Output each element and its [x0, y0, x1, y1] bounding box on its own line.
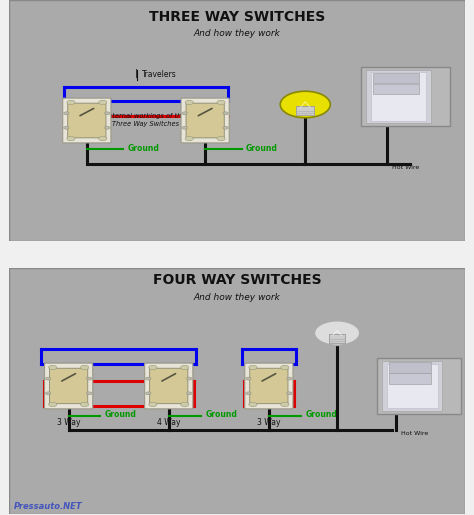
- Circle shape: [99, 100, 107, 105]
- Circle shape: [64, 112, 69, 115]
- Circle shape: [67, 136, 75, 141]
- Circle shape: [314, 321, 360, 346]
- Circle shape: [99, 136, 107, 141]
- FancyBboxPatch shape: [9, 268, 465, 514]
- FancyBboxPatch shape: [181, 98, 229, 143]
- Text: And how they work: And how they work: [193, 29, 281, 38]
- Text: Ground: Ground: [205, 410, 237, 419]
- Circle shape: [287, 377, 292, 380]
- Circle shape: [217, 100, 225, 105]
- Circle shape: [281, 402, 289, 407]
- Text: Internal workings of the: Internal workings of the: [106, 113, 186, 119]
- Circle shape: [181, 365, 189, 370]
- Circle shape: [281, 365, 289, 370]
- Text: Neutral Wire: Neutral Wire: [401, 401, 440, 406]
- Circle shape: [185, 136, 193, 141]
- FancyBboxPatch shape: [186, 103, 224, 138]
- Text: Ground: Ground: [305, 410, 337, 419]
- Circle shape: [246, 377, 251, 380]
- Circle shape: [64, 126, 69, 129]
- FancyBboxPatch shape: [382, 361, 442, 411]
- Text: Three Way Switches: Three Way Switches: [112, 121, 180, 127]
- Circle shape: [46, 377, 51, 380]
- Text: Ground: Ground: [246, 144, 278, 153]
- Text: And how they work: And how they work: [193, 293, 281, 302]
- Circle shape: [182, 112, 187, 115]
- Circle shape: [86, 392, 92, 395]
- Circle shape: [49, 365, 57, 370]
- Text: THREE WAY SWITCHES: THREE WAY SWITCHES: [149, 10, 325, 24]
- FancyBboxPatch shape: [371, 72, 426, 121]
- Text: Travelers: Travelers: [142, 70, 177, 79]
- Text: Neutral Wire: Neutral Wire: [392, 113, 431, 118]
- Text: |: |: [136, 69, 138, 78]
- Circle shape: [81, 365, 89, 370]
- FancyBboxPatch shape: [387, 364, 438, 408]
- Text: 3 Way: 3 Way: [257, 418, 281, 427]
- FancyBboxPatch shape: [68, 103, 106, 138]
- Circle shape: [105, 112, 110, 115]
- Circle shape: [46, 392, 51, 395]
- Text: Hot Wire: Hot Wire: [401, 432, 428, 437]
- FancyBboxPatch shape: [389, 363, 431, 373]
- Circle shape: [246, 392, 251, 395]
- Text: Ground: Ground: [105, 410, 137, 419]
- Text: 3 Way: 3 Way: [57, 418, 81, 427]
- Circle shape: [105, 126, 110, 129]
- Circle shape: [49, 402, 57, 407]
- Circle shape: [185, 100, 193, 105]
- Circle shape: [223, 112, 228, 115]
- FancyBboxPatch shape: [329, 334, 345, 343]
- Text: Ground: Ground: [128, 144, 160, 153]
- Text: 4 Way: 4 Way: [157, 418, 181, 427]
- FancyBboxPatch shape: [297, 106, 314, 115]
- FancyBboxPatch shape: [245, 363, 293, 409]
- Circle shape: [81, 402, 89, 407]
- Circle shape: [249, 365, 257, 370]
- Text: FOUR WAY SWITCHES: FOUR WAY SWITCHES: [153, 273, 321, 287]
- FancyBboxPatch shape: [389, 373, 431, 384]
- FancyBboxPatch shape: [49, 368, 88, 404]
- FancyBboxPatch shape: [250, 368, 288, 404]
- FancyBboxPatch shape: [377, 358, 461, 414]
- Text: Pressauto.NET: Pressauto.NET: [14, 502, 82, 511]
- Circle shape: [86, 377, 92, 380]
- Circle shape: [186, 392, 192, 395]
- FancyBboxPatch shape: [45, 363, 93, 409]
- FancyBboxPatch shape: [373, 84, 419, 94]
- FancyBboxPatch shape: [9, 0, 465, 241]
- Circle shape: [67, 100, 75, 105]
- Circle shape: [149, 402, 157, 407]
- Text: Hot Wire: Hot Wire: [392, 165, 419, 170]
- Circle shape: [186, 377, 192, 380]
- Circle shape: [181, 402, 189, 407]
- Circle shape: [182, 126, 187, 129]
- FancyBboxPatch shape: [366, 70, 431, 123]
- Circle shape: [149, 365, 157, 370]
- Circle shape: [146, 392, 151, 395]
- FancyBboxPatch shape: [145, 363, 193, 409]
- FancyBboxPatch shape: [150, 368, 188, 404]
- FancyBboxPatch shape: [361, 67, 449, 126]
- FancyBboxPatch shape: [373, 73, 419, 83]
- Circle shape: [217, 136, 225, 141]
- Circle shape: [287, 392, 292, 395]
- Circle shape: [146, 377, 151, 380]
- FancyBboxPatch shape: [63, 98, 111, 143]
- Circle shape: [280, 91, 330, 118]
- Circle shape: [223, 126, 228, 129]
- Circle shape: [249, 402, 257, 407]
